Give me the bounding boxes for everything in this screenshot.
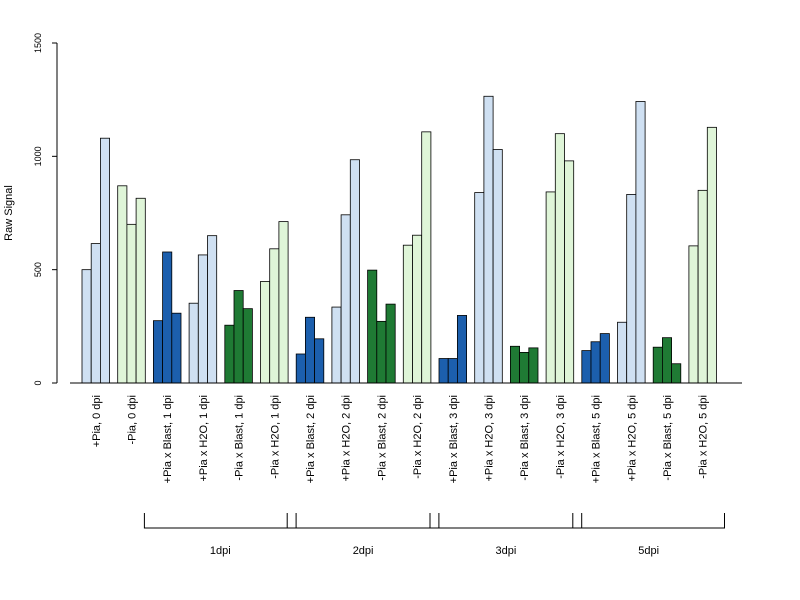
bar bbox=[242, 308, 253, 384]
bar bbox=[483, 95, 494, 384]
x-tick-label: +Pia x H2O, 5 dpi bbox=[626, 395, 638, 482]
bar bbox=[269, 248, 280, 384]
bar bbox=[438, 358, 449, 384]
bar bbox=[626, 194, 637, 384]
bars bbox=[81, 95, 717, 384]
group-bracket bbox=[572, 513, 725, 529]
bar bbox=[295, 353, 306, 384]
bar bbox=[545, 191, 556, 384]
y-axis-label: Raw Signal bbox=[3, 185, 15, 241]
bar bbox=[304, 316, 315, 384]
category-labels: +Pia, 0 dpi -Pia, 0 dpi +Pia x Blast, 1 dp… bbox=[91, 395, 710, 483]
bar bbox=[90, 243, 101, 384]
bar bbox=[652, 346, 663, 384]
bar bbox=[421, 131, 432, 384]
bar bbox=[447, 358, 458, 384]
bar bbox=[349, 159, 360, 384]
bar bbox=[564, 160, 575, 384]
x-tick-label: +Pia x H2O, 3 dpi bbox=[484, 395, 496, 482]
bar bbox=[474, 192, 485, 384]
bar bbox=[581, 350, 592, 384]
bar bbox=[662, 337, 673, 384]
bar bbox=[260, 281, 271, 384]
x-tick-label: +Pia x H2O, 1 dpi bbox=[198, 395, 210, 482]
bar bbox=[385, 303, 396, 384]
x-tick-label: -Pia, 0 dpi bbox=[127, 395, 139, 445]
bar bbox=[331, 306, 342, 384]
bar bbox=[706, 126, 717, 384]
group-bracket bbox=[143, 513, 297, 529]
bar bbox=[314, 338, 325, 384]
bar bbox=[126, 223, 137, 384]
bar bbox=[590, 341, 601, 384]
bar bbox=[152, 320, 163, 384]
x-tick-label: +Pia x Blast, 1 dpi bbox=[162, 395, 174, 483]
x-tick-label: -Pia x H2O, 3 dpi bbox=[555, 395, 567, 479]
x-tick-label: -Pia x Blast, 3 dpi bbox=[519, 395, 531, 481]
bar bbox=[207, 235, 218, 384]
y-axis: 0 500 1000 1500 bbox=[33, 33, 58, 386]
bar bbox=[519, 351, 530, 384]
bar bbox=[402, 244, 413, 384]
bar bbox=[340, 214, 351, 384]
group-label: 3dpi bbox=[496, 545, 517, 557]
x-tick-label: -Pia x H2O, 2 dpi bbox=[412, 395, 424, 479]
bar bbox=[554, 133, 565, 384]
group-bracket bbox=[286, 513, 440, 529]
y-tick-label: 1000 bbox=[33, 146, 43, 166]
bar bbox=[117, 185, 128, 384]
x-tick-label: -Pia x Blast, 2 dpi bbox=[376, 395, 388, 481]
bar bbox=[528, 347, 539, 384]
bar bbox=[81, 269, 92, 384]
bar bbox=[162, 251, 173, 384]
bar bbox=[278, 221, 289, 384]
bar bbox=[188, 302, 199, 384]
bar bbox=[376, 320, 387, 384]
x-tick-label: -Pia x Blast, 1 dpi bbox=[234, 395, 246, 481]
group-label: 5dpi bbox=[638, 545, 659, 557]
bar bbox=[367, 269, 378, 384]
bar bbox=[224, 324, 235, 384]
bar bbox=[599, 333, 610, 384]
bar bbox=[688, 245, 699, 384]
bar bbox=[697, 189, 708, 384]
bar bbox=[671, 363, 682, 384]
group-brackets: 1dpi 2dpi 3dpi 5dpi bbox=[143, 513, 725, 557]
group-label: 1dpi bbox=[210, 545, 231, 557]
bar bbox=[233, 290, 244, 384]
bar bbox=[456, 315, 467, 384]
x-tick-label: +Pia x H2O, 2 dpi bbox=[341, 395, 353, 482]
bar bbox=[135, 197, 146, 384]
x-tick-label: +Pia x Blast, 2 dpi bbox=[305, 395, 317, 483]
x-tick-label: -Pia x Blast, 5 dpi bbox=[662, 395, 674, 481]
x-tick-label: +Pia, 0 dpi bbox=[91, 395, 103, 447]
bar bbox=[100, 137, 111, 384]
bar bbox=[617, 321, 628, 384]
y-tick-label: 500 bbox=[33, 262, 43, 277]
bar bbox=[412, 234, 423, 384]
bar bbox=[171, 312, 182, 384]
y-tick-label: 0 bbox=[33, 380, 43, 385]
x-tick-label: +Pia x Blast, 5 dpi bbox=[591, 395, 603, 483]
y-tick-label: 1500 bbox=[33, 33, 43, 53]
bar bbox=[509, 345, 520, 384]
x-tick-label: +Pia x Blast, 3 dpi bbox=[448, 395, 460, 483]
group-bracket bbox=[429, 513, 583, 529]
bar bbox=[635, 101, 646, 384]
bar bbox=[197, 254, 208, 384]
group-label: 2dpi bbox=[353, 545, 374, 557]
x-tick-label: -Pia x H2O, 1 dpi bbox=[269, 395, 281, 479]
bar bbox=[492, 149, 503, 384]
x-tick-label: -Pia x H2O, 5 dpi bbox=[698, 395, 710, 479]
